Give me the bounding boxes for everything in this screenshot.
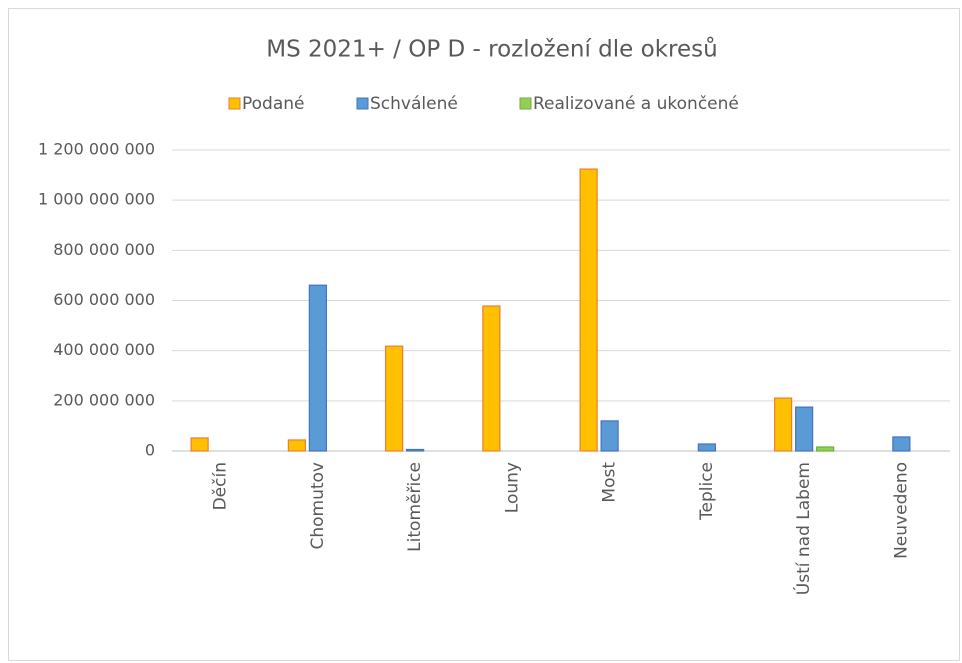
bar xyxy=(774,397,793,452)
y-tick-label: 200 000 000 xyxy=(53,390,155,409)
x-tick-label: Louny xyxy=(502,462,522,513)
y-tick-label: 1 200 000 000 xyxy=(38,140,155,159)
x-tick-label: Neuvedeno xyxy=(891,462,911,559)
y-tick-label: 1 000 000 000 xyxy=(38,190,155,209)
bar xyxy=(406,448,425,452)
legend-label: Realizované a ukončené xyxy=(533,94,739,114)
x-tick-label: Most xyxy=(600,462,620,503)
bar xyxy=(816,446,835,452)
y-tick-label: 0 xyxy=(145,441,155,460)
bar xyxy=(892,436,911,452)
bar xyxy=(795,406,814,452)
x-tick-label: Teplice xyxy=(697,462,717,521)
bar xyxy=(385,345,404,452)
bar xyxy=(600,420,619,452)
bar xyxy=(308,284,327,452)
bar xyxy=(287,439,306,452)
y-tick-label: 600 000 000 xyxy=(53,290,155,309)
legend-label: Podané xyxy=(242,94,305,114)
legend-swatch xyxy=(356,97,369,110)
bar xyxy=(697,443,716,452)
x-tick-label: Litoměřice xyxy=(405,462,425,552)
y-tick-label: 400 000 000 xyxy=(53,340,155,359)
legend-swatch xyxy=(228,97,241,110)
bar xyxy=(482,305,501,452)
x-tick-label: Děčín xyxy=(211,462,231,510)
chart-title: MS 2021+ / OP D - rozložení dle okresů xyxy=(266,36,717,63)
legend-swatch xyxy=(519,97,532,110)
bar xyxy=(190,437,209,452)
legend-label: Schválené xyxy=(370,94,458,114)
bar xyxy=(579,168,598,452)
y-tick-label: 800 000 000 xyxy=(53,240,155,259)
x-tick-label: Ústí nad Labem xyxy=(792,462,814,595)
x-tick-label: Chomutov xyxy=(308,462,328,550)
